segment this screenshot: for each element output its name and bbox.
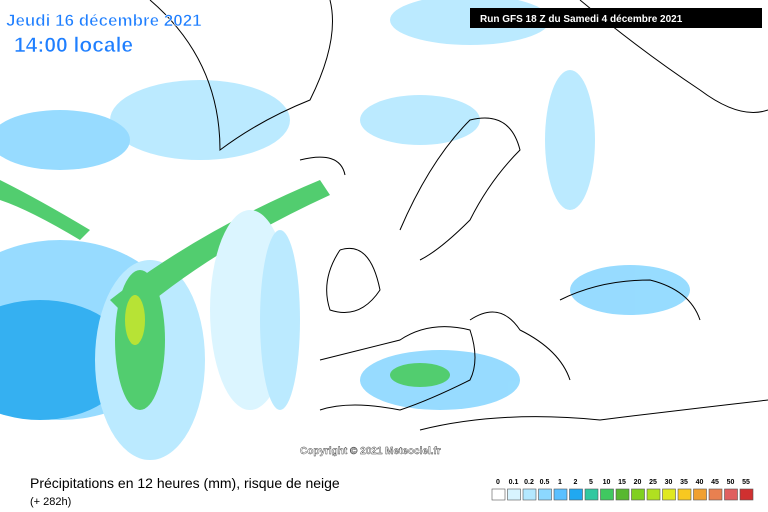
legend-label: 2 [574,479,578,486]
legend-swatch [693,488,707,501]
legend-label: 1 [558,479,562,486]
legend-swatch [631,488,645,501]
legend-label: 50 [727,479,735,486]
legend-swatch [677,488,692,501]
copyright: Copyright © 2021 Meteociel.fr [300,446,441,457]
footer-lead: (+ 282h) [30,496,71,508]
date-label: Jeudi 16 décembre 2021 [6,11,202,30]
legend-label: 40 [696,479,704,486]
legend-label: 55 [742,479,750,486]
run-label: Run GFS 18 Z du Samedi 4 décembre 2021 [480,14,683,25]
legend-swatch [600,488,614,501]
legend-label: 15 [618,479,626,486]
legend-label: 0.5 [540,479,550,486]
legend-swatch [708,488,723,501]
time-label: 14:00 locale [14,34,133,57]
legend-swatch [662,488,676,501]
legend-label: 0.2 [524,479,534,486]
legend-label: 5 [589,479,593,486]
legend-label: 20 [634,479,642,486]
legend-swatch [522,488,537,501]
run-box [470,8,762,28]
legend-label: 25 [649,479,657,486]
legend-swatch [724,488,738,501]
legend-label: 0 [496,479,500,486]
legend-label: 0.1 [509,479,519,486]
legend-swatch [615,488,630,501]
legend-swatch [507,488,521,501]
legend-label: 45 [711,479,719,486]
legend-swatch [739,488,754,501]
legend-label: 35 [680,479,688,486]
legend-label: 10 [603,479,611,486]
precipitation-field [0,0,690,460]
legend-swatch [584,488,599,501]
legend-swatch [491,488,506,501]
legend-label: 30 [665,479,673,486]
legend-swatch [538,488,552,501]
legend-swatch [569,488,583,501]
legend-swatch [646,488,661,501]
legend-swatch [553,488,568,501]
footer-title: Précipitations en 12 heures (mm), risque… [30,475,340,491]
legend: 0 0.1 0.2 0.5 1 2 5 10 15 20 25 30 35 40 45 50 55 [491,479,754,501]
